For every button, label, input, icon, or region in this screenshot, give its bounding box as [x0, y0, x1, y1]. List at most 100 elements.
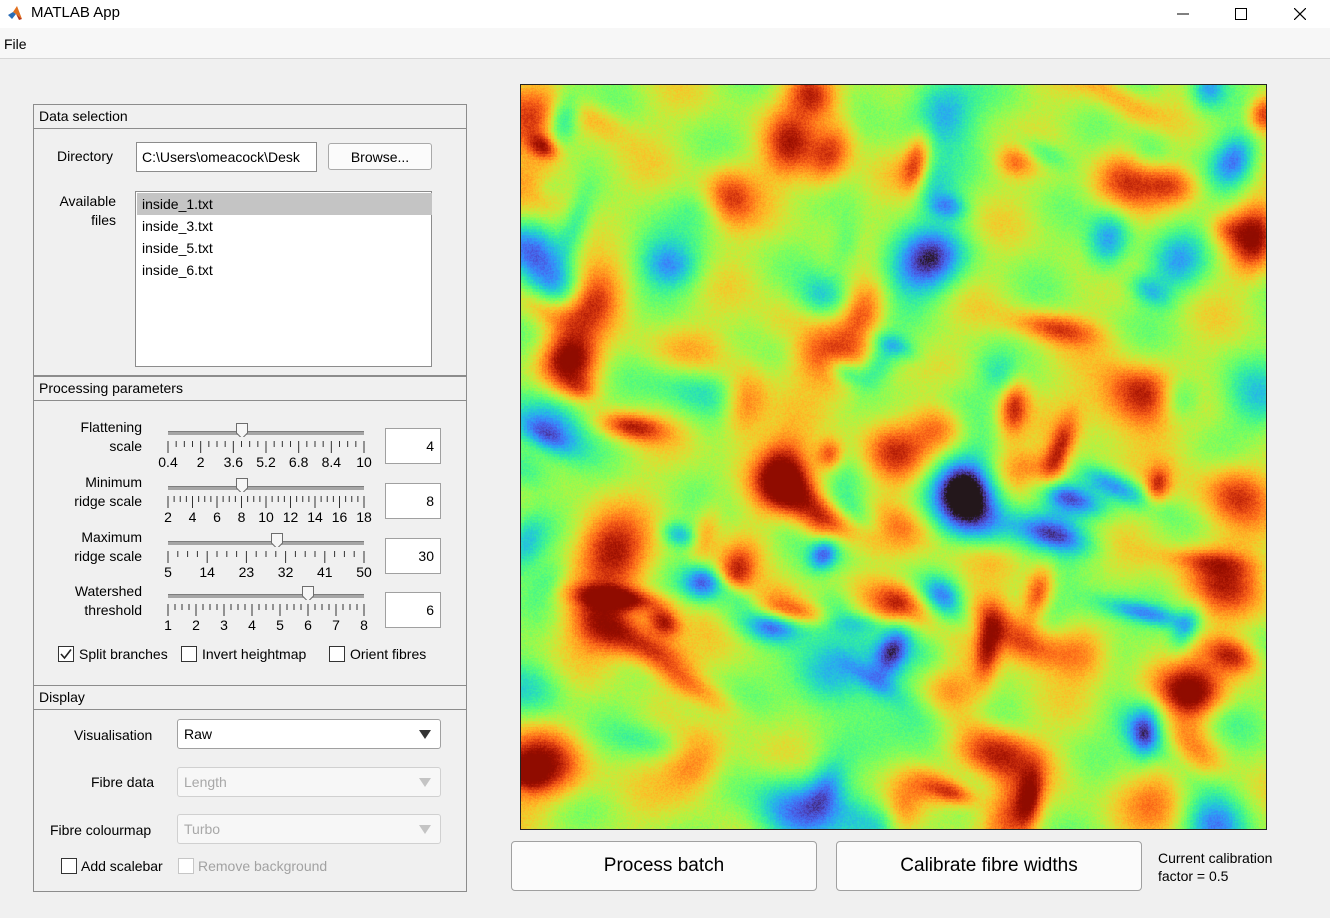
visualisation-value: Raw [184, 726, 213, 742]
flattening-scale-slider[interactable] [168, 431, 364, 435]
watershed-threshold-label-line1: Watershed [74, 583, 142, 599]
fibre-colourmap-dropdown[interactable]: Turbo [177, 814, 441, 844]
fibre-colourmap-value: Turbo [184, 821, 221, 837]
invert-heightmap-label: Invert heightmap [202, 646, 307, 662]
tick-label: 2 [196, 454, 205, 470]
minimum-ridge-scale-input[interactable]: 8 [385, 483, 441, 519]
minimum-ridge-scale-slider-thumb[interactable] [235, 478, 248, 492]
remove-background-label: Remove background [198, 858, 328, 874]
calibrate-fibre-widths-button[interactable]: Calibrate fibre widths [836, 841, 1142, 891]
directory-field[interactable]: C:\Users\omeacock\Desk [136, 142, 317, 172]
maximum-ridge-scale-label-line1: Maximum [81, 529, 142, 545]
maximum-ridge-scale-input[interactable]: 30 [385, 538, 441, 574]
tick-label: 5 [164, 564, 172, 580]
visualisation-label: Visualisation [74, 727, 153, 743]
flattening-scale-input[interactable]: 4 [385, 428, 441, 464]
maximum-ridge-scale-label: Maximum ridge scale [40, 528, 142, 566]
split-branches-label: Split branches [79, 646, 168, 662]
calibration-status-line1: Current calibration [1158, 850, 1273, 866]
list-item[interactable]: inside_3.txt [142, 218, 213, 234]
maximum-ridge-scale-tick-labels: 5 14 23 32 41 50 [164, 564, 372, 580]
maximize-icon [1235, 8, 1247, 20]
tick-label: 32 [277, 564, 294, 580]
minimum-ridge-scale-tick-labels: 2 4 6 8 10 12 14 16 18 [164, 509, 372, 525]
tick-label: 10 [258, 509, 274, 525]
file-list[interactable]: inside_1.txt inside_3.txt inside_5.txt i… [135, 191, 432, 367]
add-scalebar-checkbox[interactable] [61, 858, 77, 874]
matlab-logo-icon [7, 5, 23, 21]
tick-label: 8 [360, 617, 368, 633]
close-icon [1294, 8, 1306, 20]
minimum-ridge-scale-slider[interactable] [168, 486, 364, 490]
orient-fibres-label: Orient fibres [350, 646, 427, 662]
minimum-ridge-scale-label-line1: Minimum [85, 474, 142, 490]
processing-parameters-panel: Processing parameters [33, 376, 467, 686]
tick-label: 8 [237, 509, 246, 525]
maximum-ridge-scale-slider[interactable] [168, 541, 364, 545]
remove-background-checkbox[interactable] [178, 858, 194, 874]
list-item[interactable]: inside_1.txt [137, 193, 432, 215]
data-selection-panel: Data selection [33, 104, 467, 376]
flattening-scale-ticks [167, 441, 365, 453]
tick-label: 5 [276, 617, 284, 633]
orient-fibres-checkbox[interactable] [329, 646, 345, 662]
menu-file[interactable]: File [4, 36, 27, 52]
tick-label: 2 [192, 617, 200, 633]
browse-button[interactable]: Browse... [328, 143, 432, 170]
title-bar: MATLAB App [0, 0, 1330, 28]
split-branches-checkbox[interactable] [58, 646, 74, 662]
available-files-label: Available files [40, 192, 116, 230]
add-scalebar-label: Add scalebar [81, 858, 163, 874]
fibre-data-dropdown[interactable]: Length [177, 767, 441, 797]
heightmap-image[interactable] [520, 84, 1267, 830]
invert-heightmap-checkbox[interactable] [181, 646, 197, 662]
display-panel: Display [33, 685, 467, 892]
fibre-data-value: Length [184, 774, 227, 790]
tick-label: 7 [332, 617, 340, 633]
directory-label: Directory [57, 148, 114, 164]
watershed-threshold-input[interactable]: 6 [385, 592, 441, 628]
window-title: MATLAB App [31, 4, 120, 21]
maximum-ridge-scale-label-line2: ridge scale [74, 548, 142, 564]
flattening-scale-tick-labels: 0.4 2 3.6 5.2 6.8 8.4 10 [158, 454, 372, 470]
tick-label: 12 [282, 509, 299, 525]
tick-label: 2 [164, 509, 172, 525]
chevron-down-icon [419, 730, 431, 739]
tick-label: 3.6 [223, 454, 244, 470]
tick-label: 6 [213, 509, 221, 525]
flattening-scale-label: Flattening scale [40, 418, 142, 456]
visualisation-dropdown[interactable]: Raw [177, 719, 441, 749]
tick-label: 3 [220, 617, 228, 633]
tick-label: 6.8 [288, 454, 309, 470]
tick-label: 1 [164, 617, 172, 633]
chevron-down-icon [419, 778, 431, 787]
tick-label: 5.2 [256, 454, 276, 470]
processing-parameters-title: Processing parameters [34, 377, 466, 401]
minimize-button[interactable] [1160, 0, 1206, 28]
fibre-data-label: Fibre data [91, 774, 155, 790]
close-button[interactable] [1277, 0, 1323, 28]
tick-label: 16 [331, 509, 348, 525]
watershed-threshold-slider[interactable] [168, 594, 364, 598]
list-item[interactable]: inside_6.txt [142, 262, 213, 278]
calibration-status: Current calibration factor = 0.5 [1158, 849, 1272, 885]
minimum-ridge-scale-label-line2: ridge scale [74, 493, 142, 509]
flattening-scale-slider-thumb[interactable] [235, 423, 248, 437]
display-title: Display [34, 686, 466, 710]
watershed-threshold-label: Watershed threshold [40, 582, 142, 620]
tick-label: 41 [317, 564, 333, 580]
list-item[interactable]: inside_5.txt [142, 240, 213, 256]
available-files-label-line1: Available [59, 193, 116, 209]
maximize-button[interactable] [1218, 0, 1264, 28]
watershed-threshold-slider-thumb[interactable] [302, 586, 314, 600]
maximum-ridge-scale-ticks [167, 551, 365, 563]
fibre-colourmap-label: Fibre colourmap [50, 822, 152, 838]
chevron-down-icon [419, 825, 431, 834]
maximum-ridge-scale-slider-thumb[interactable] [270, 533, 283, 547]
process-batch-button[interactable]: Process batch [511, 841, 817, 891]
tick-label: 6 [304, 617, 312, 633]
available-files-label-line2: files [91, 212, 116, 228]
heightmap-canvas[interactable] [521, 85, 1266, 829]
tick-label: 14 [199, 564, 215, 580]
data-selection-title: Data selection [34, 105, 466, 129]
